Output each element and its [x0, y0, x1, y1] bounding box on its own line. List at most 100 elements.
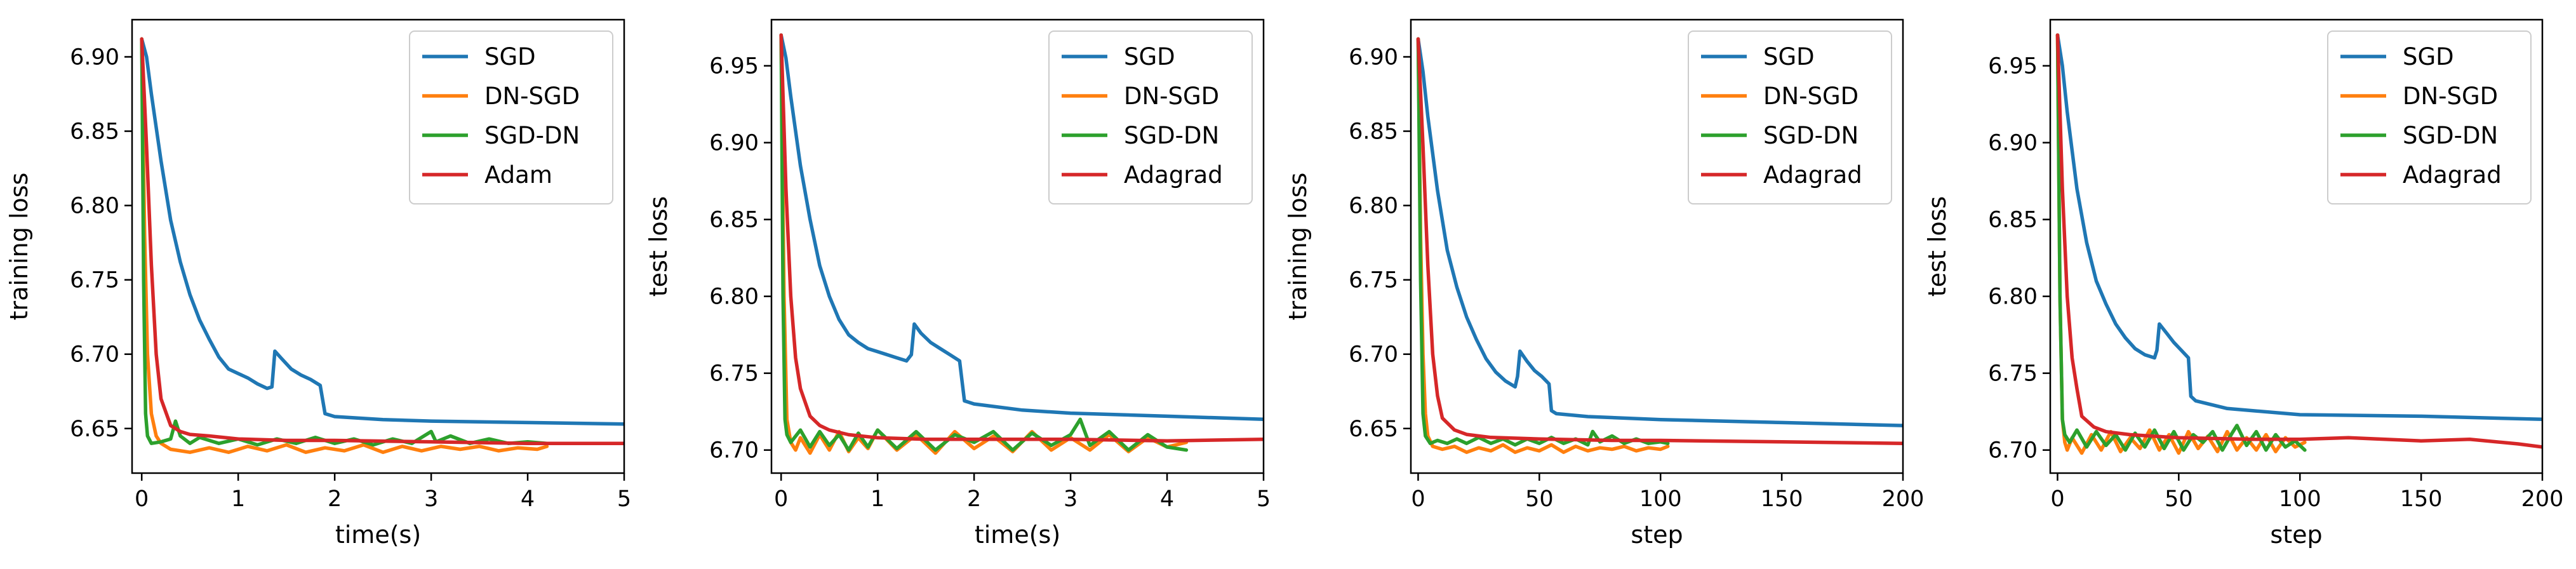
axes-frame: [770, 18, 1265, 474]
legend-label-sgd: SGD: [2403, 43, 2454, 70]
series-line-sgd-dn: [1416, 37, 1670, 447]
x-tick-label: 3: [424, 486, 438, 512]
y-tick-label: 6.90: [1349, 45, 1398, 70]
legend-box: [409, 30, 613, 204]
y-tick-label: 6.95: [1988, 54, 2038, 79]
x-tick-label: 4: [521, 486, 535, 512]
chart-panel-2: 0 1 2 3 4 5 6.70 6.75 6.80 6.85 6.90 6.95 time(s) tes…: [644, 18, 1271, 549]
axes-frame: [1410, 18, 1904, 474]
y-tick-label: 6.65: [1349, 417, 1398, 442]
y-tick-label: 6.70: [1349, 342, 1398, 368]
x-tick-label: 50: [1525, 486, 1554, 512]
series-line-sgd-dn: [2055, 33, 2307, 452]
legend-label-adagrad: Adagrad: [1124, 161, 1223, 189]
y-tick-label: 6.80: [1349, 194, 1398, 219]
x-tick-label: 0: [2050, 486, 2064, 512]
series-line-sgd: [779, 33, 1264, 422]
legend-label-sgd: SGD: [484, 43, 536, 70]
y-tick-label: 6.70: [709, 438, 759, 464]
legend-label-sgd: SGD: [1763, 43, 1815, 70]
legend-label-dn-sgd: DN-SGD: [1763, 83, 1859, 110]
y-tick-label: 6.90: [709, 131, 759, 156]
series-line-dn-sgd: [2055, 33, 2307, 455]
y-tick-label: 6.80: [70, 194, 119, 219]
series-line-sgd: [140, 37, 624, 426]
x-tick-label: 0: [135, 486, 149, 512]
legend-label-sgd-dn: SGD-DN: [2403, 122, 2498, 149]
y-tick-label: 6.65: [70, 417, 119, 442]
series-line-adam: [140, 37, 624, 445]
y-axis-label: training loss: [5, 173, 33, 321]
y-axis-label: test loss: [1923, 196, 1951, 297]
series-lines: [1416, 37, 1903, 454]
legend: SGD DN-SGD SGD-DN Adagrad: [1048, 30, 1253, 204]
series-line-adagrad: [1416, 37, 1903, 445]
x-tick-label: 0: [774, 486, 788, 512]
series-line-sgd-dn: [779, 33, 1189, 452]
series-line-adagrad: [779, 33, 1264, 443]
legend-label-adagrad: Adagrad: [1763, 161, 1862, 189]
y-axis-label: training loss: [1284, 173, 1312, 321]
x-tick-label: 150: [1761, 486, 1803, 512]
x-axis-label: time(s): [975, 521, 1060, 549]
y-axis-label: test loss: [644, 196, 672, 297]
chart-panel-1: 0 1 2 3 4 5 6.65 6.70 6.75 6.80 6.85 6.90 time(s) tra…: [5, 18, 631, 549]
x-axis-label: step: [2270, 521, 2322, 549]
y-tick-label: 6.70: [70, 342, 119, 368]
legend-label-sgd: SGD: [1124, 43, 1175, 70]
x-tick-label: 100: [1639, 486, 1682, 512]
series-line-sgd: [1416, 37, 1903, 427]
legend-label-sgd-dn: SGD-DN: [1124, 122, 1219, 149]
x-tick-label: 1: [231, 486, 245, 512]
legend-box: [1048, 30, 1253, 204]
series-lines: [140, 37, 624, 454]
y-tick-label: 6.90: [1988, 131, 2038, 156]
legend-label-sgd-dn: SGD-DN: [484, 122, 580, 149]
axes-frame: [131, 18, 625, 474]
y-tick-label: 6.95: [709, 54, 759, 79]
x-tick-label: 3: [1064, 486, 1078, 512]
y-tick-label: 6.85: [1988, 208, 2038, 233]
y-tick-label: 6.80: [1988, 284, 2038, 310]
series-lines: [779, 33, 1264, 455]
legend-box: [1688, 30, 1892, 204]
x-tick-label: 200: [2521, 486, 2564, 512]
legend-label-dn-sgd: DN-SGD: [1124, 83, 1219, 110]
series-line-dn-sgd: [140, 37, 549, 454]
y-tick-label: 6.85: [1349, 119, 1398, 145]
y-tick-label: 6.85: [709, 208, 759, 233]
y-tick-label: 6.85: [70, 119, 119, 145]
y-tick-label: 6.90: [70, 45, 119, 70]
x-tick-label: 100: [2279, 486, 2321, 512]
x-tick-label: 5: [617, 486, 631, 512]
legend: SGD DN-SGD SGD-DN Adam: [409, 30, 613, 204]
x-tick-label: 2: [328, 486, 342, 512]
legend: SGD DN-SGD SGD-DN Adagrad: [1688, 30, 1892, 204]
legend: SGD DN-SGD SGD-DN Adagrad: [2327, 30, 2532, 204]
x-tick-label: 0: [1411, 486, 1425, 512]
x-tick-label: 2: [967, 486, 981, 512]
y-tick-label: 6.75: [70, 268, 119, 293]
series-lines: [2055, 33, 2542, 455]
y-tick-label: 6.75: [1988, 361, 2038, 387]
x-tick-label: 5: [1257, 486, 1271, 512]
x-tick-label: 150: [2400, 486, 2443, 512]
x-tick-label: 200: [1882, 486, 1925, 512]
legend-label-dn-sgd: DN-SGD: [484, 83, 580, 110]
legend-label-sgd-dn: SGD-DN: [1763, 122, 1859, 149]
x-axis-label: time(s): [335, 521, 421, 549]
series-line-sgd: [2055, 33, 2542, 422]
chart-panel-3: 0 50 100 150 200 6.65 6.70 6.75 6.80 6.85 6.90 step…: [1284, 18, 1925, 549]
legend-label-adam: Adam: [484, 161, 552, 189]
chart-panel-4: 0 50 100 150 200 6.70 6.75 6.80 6.85 6.90 6.95 step…: [1923, 18, 2564, 549]
x-axis-label: step: [1631, 521, 1683, 549]
legend-label-adagrad: Adagrad: [2403, 161, 2502, 189]
x-tick-label: 1: [871, 486, 884, 512]
legend-box: [2327, 30, 2532, 204]
y-tick-label: 6.75: [709, 361, 759, 387]
series-line-dn-sgd: [1416, 37, 1670, 454]
y-tick-label: 6.80: [709, 284, 759, 310]
series-line-adagrad: [2055, 33, 2542, 449]
axes-frame: [2049, 18, 2544, 474]
